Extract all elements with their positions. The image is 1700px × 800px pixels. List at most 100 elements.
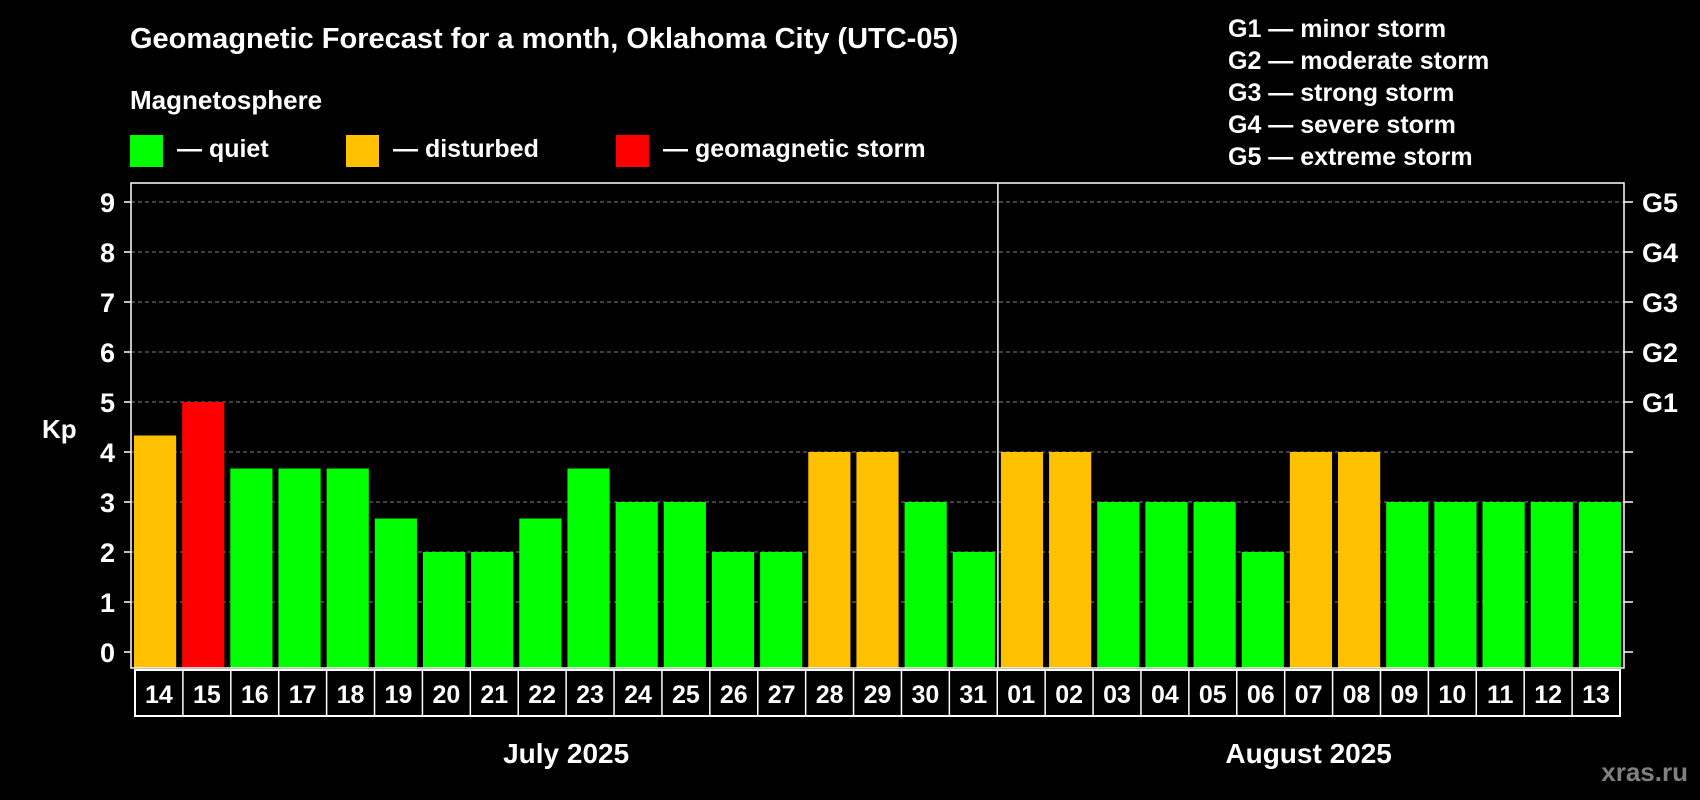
legend-label-disturbed: — disturbed	[393, 135, 539, 163]
date-label-20: 20	[432, 681, 460, 709]
legend-swatch-quiet	[130, 135, 163, 167]
bar-10	[1434, 502, 1477, 668]
bar-28	[808, 452, 851, 668]
y-tick-0: 0	[100, 638, 115, 668]
date-label-16: 16	[241, 681, 269, 709]
date-label-22: 22	[528, 681, 556, 709]
bar-26	[711, 552, 755, 668]
date-label-31: 31	[959, 681, 987, 709]
y-tick-3: 3	[100, 488, 115, 518]
bar-02	[1049, 452, 1092, 668]
storm-scale-g3: G3 — strong storm	[1228, 79, 1454, 107]
date-label-27: 27	[768, 681, 796, 709]
date-label-26: 26	[720, 681, 748, 709]
bar-22	[519, 518, 562, 668]
bar-17	[278, 468, 321, 668]
bar-07	[1289, 452, 1333, 668]
bar-11	[1482, 502, 1525, 668]
bar-05	[1193, 502, 1236, 668]
bar-01	[1000, 452, 1044, 668]
bar-04	[1145, 502, 1188, 668]
right-tick-g5: G5	[1642, 188, 1678, 218]
chart-subtitle: Magnetosphere	[130, 85, 322, 115]
right-tick-g3: G3	[1642, 288, 1678, 318]
date-label-25: 25	[672, 681, 700, 709]
bar-14	[134, 435, 177, 668]
legend-label-quiet: — quiet	[177, 135, 269, 163]
watermark: xras.ru	[1601, 757, 1688, 787]
storm-scale-g5: G5 — extreme storm	[1228, 143, 1473, 171]
chart-title: Geomagnetic Forecast for a month, Oklaho…	[130, 23, 958, 55]
bar-21	[471, 552, 514, 668]
date-label-07: 07	[1295, 681, 1323, 709]
y-tick-1: 1	[100, 588, 115, 618]
date-label-06: 06	[1247, 681, 1275, 709]
bar-06	[1241, 552, 1284, 668]
bar-24	[615, 502, 658, 668]
plot-frame	[130, 182, 1625, 669]
date-label-11: 11	[1487, 681, 1514, 709]
date-label-18: 18	[337, 681, 365, 709]
date-label-24: 24	[624, 681, 652, 709]
y-tick-5: 5	[100, 388, 115, 418]
bar-03	[1097, 502, 1140, 668]
storm-scale-g2: G2 — moderate storm	[1228, 47, 1489, 75]
date-box-frame	[134, 669, 1621, 717]
date-label-03: 03	[1103, 681, 1131, 709]
date-label-04: 04	[1151, 681, 1179, 709]
date-label-14: 14	[145, 681, 173, 709]
bar-13	[1578, 502, 1621, 668]
bar-27	[760, 552, 803, 668]
bar-23	[567, 468, 610, 668]
bar-12	[1530, 502, 1573, 668]
bar-15	[182, 402, 225, 668]
date-label-05: 05	[1199, 681, 1227, 709]
legend-swatch-storm	[616, 135, 649, 167]
bar-18	[326, 468, 369, 668]
y-tick-2: 2	[100, 538, 115, 568]
storm-scale: G1 — minor storm G2 — moderate storm G3 …	[1228, 15, 1489, 171]
y-tick-9: 9	[100, 188, 115, 218]
date-label-15: 15	[193, 681, 221, 709]
date-label-17: 17	[289, 681, 317, 709]
date-label-02: 02	[1055, 681, 1083, 709]
date-label-01: 01	[1007, 681, 1035, 709]
bar-25	[663, 502, 706, 668]
legend-label-storm: — geomagnetic storm	[663, 135, 926, 163]
storm-scale-g1: G1 — minor storm	[1228, 15, 1446, 43]
bar-29	[856, 452, 899, 668]
date-label-10: 10	[1438, 681, 1466, 709]
date-label-28: 28	[816, 681, 844, 709]
bar-16	[230, 468, 273, 668]
storm-scale-g4: G4 — severe storm	[1228, 111, 1456, 139]
bar-31	[952, 552, 995, 668]
date-label-29: 29	[864, 681, 892, 709]
bar-19	[374, 518, 417, 668]
legend-swatch-disturbed	[346, 135, 379, 167]
date-label-21: 21	[480, 681, 508, 709]
date-label-13: 13	[1582, 681, 1610, 709]
bar-08	[1338, 452, 1381, 668]
right-tick-g1: G1	[1642, 388, 1678, 418]
month-label-july: July 2025	[503, 738, 629, 769]
date-label-09: 09	[1391, 681, 1419, 709]
y-tick-6: 6	[100, 338, 115, 368]
month-label-august: August 2025	[1225, 738, 1392, 769]
bar-30	[904, 502, 947, 668]
date-label-12: 12	[1534, 681, 1562, 709]
date-label-19: 19	[385, 681, 413, 709]
date-label-30: 30	[911, 681, 939, 709]
right-tick-g4: G4	[1642, 238, 1678, 268]
bar-09	[1386, 502, 1429, 668]
y-tick-8: 8	[100, 238, 115, 268]
date-label-08: 08	[1343, 681, 1371, 709]
y-tick-7: 7	[100, 288, 115, 318]
date-label-23: 23	[576, 681, 604, 709]
bar-20	[422, 552, 466, 668]
right-tick-g2: G2	[1642, 338, 1678, 368]
y-axis-label: Kp	[42, 414, 77, 444]
legend: — quiet — disturbed — geomagnetic storm	[130, 135, 926, 167]
y-tick-4: 4	[100, 438, 115, 468]
